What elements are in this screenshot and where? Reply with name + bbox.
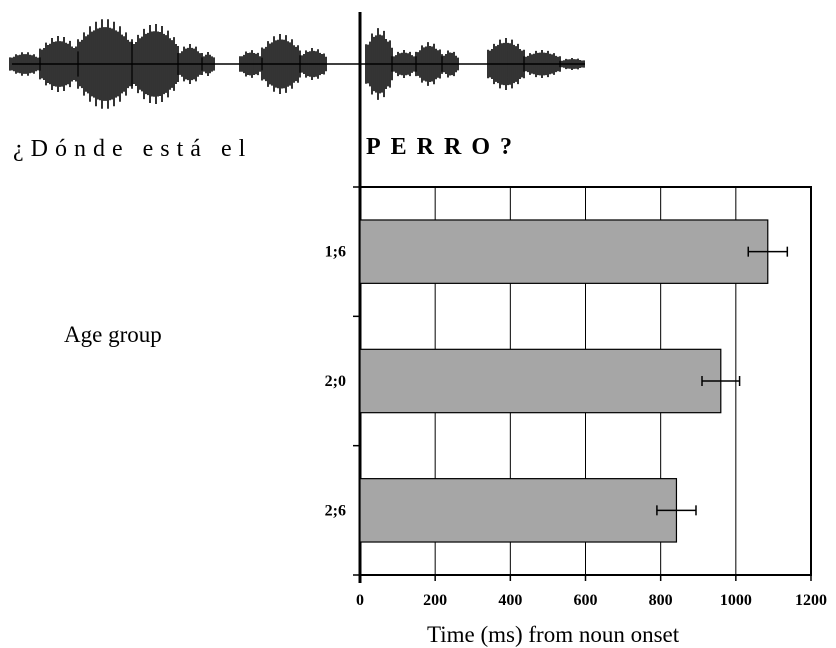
waveform-burst (39, 36, 79, 92)
x-tick-label: 1000 (720, 592, 752, 609)
y-axis-label: Age group (64, 322, 162, 347)
bar (359, 478, 678, 543)
speech-waveform (9, 19, 585, 109)
waveform-burst (441, 50, 459, 78)
waveform-burst (415, 42, 443, 86)
y-tick-label: 1;6 (325, 244, 346, 261)
x-tick-label: 600 (574, 592, 598, 609)
y-tick-label: 2;0 (325, 373, 346, 390)
target-noun: PERRO? (366, 134, 522, 160)
carrier-phrase: ¿Dónde está el (13, 136, 253, 162)
bars (359, 219, 789, 543)
bar (359, 219, 769, 284)
waveform-burst (261, 34, 301, 94)
waveform-burst (365, 28, 393, 100)
waveform-burst (9, 52, 41, 76)
waveform-burst (131, 24, 179, 104)
x-tick-label: 0 (356, 592, 364, 609)
waveform-burst (77, 19, 133, 109)
axes (353, 186, 812, 581)
waveform-burst (559, 58, 585, 70)
x-tick-label: 1200 (795, 592, 827, 609)
x-tick-label: 200 (423, 592, 447, 609)
tick-labels: 1;6 2;0 2;6 0 200 400 600 800 1000 1200 (325, 244, 827, 609)
y-tick-label: 2;6 (325, 502, 346, 519)
waveform-burst (239, 50, 263, 78)
waveform-burst (391, 50, 417, 78)
waveform-burst (299, 48, 327, 80)
x-axis-label: Time (ms) from noun onset (427, 622, 680, 647)
waveform-burst (177, 44, 203, 84)
x-tick-label: 800 (649, 592, 673, 609)
waveform-burst (487, 38, 525, 90)
waveform-burst (201, 52, 215, 76)
waveform-burst (523, 50, 561, 78)
x-tick-label: 400 (498, 592, 522, 609)
bar (359, 348, 722, 414)
